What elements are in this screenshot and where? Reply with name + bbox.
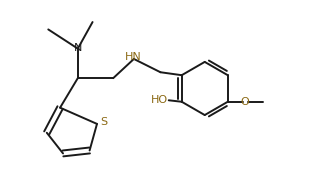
Text: HN: HN <box>125 53 142 62</box>
Text: N: N <box>74 43 83 53</box>
Text: S: S <box>100 117 107 127</box>
Text: O: O <box>240 97 249 107</box>
Text: HO: HO <box>151 95 168 105</box>
